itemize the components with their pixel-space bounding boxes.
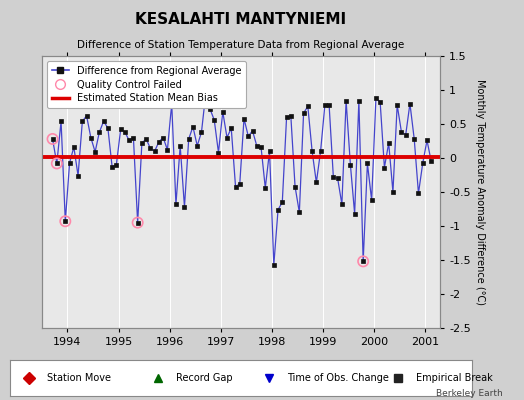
Point [48,136,57,142]
Text: KESALAHTI MANTYNIEMI: KESALAHTI MANTYNIEMI [136,12,346,27]
Point [359,258,367,264]
Legend: Difference from Regional Average, Quality Control Failed, Estimated Station Mean: Difference from Regional Average, Qualit… [47,61,246,108]
Point [52,160,61,167]
Text: Station Move: Station Move [47,373,112,383]
Text: Empirical Break: Empirical Break [416,373,493,383]
Y-axis label: Monthly Temperature Anomaly Difference (°C): Monthly Temperature Anomaly Difference (… [475,79,485,305]
Text: Time of Obs. Change: Time of Obs. Change [287,373,389,383]
Point [61,218,70,224]
Text: Difference of Station Temperature Data from Regional Average: Difference of Station Temperature Data f… [78,40,405,50]
Text: Berkeley Earth: Berkeley Earth [436,389,503,398]
Text: Record Gap: Record Gap [177,373,233,383]
Point [134,219,142,226]
